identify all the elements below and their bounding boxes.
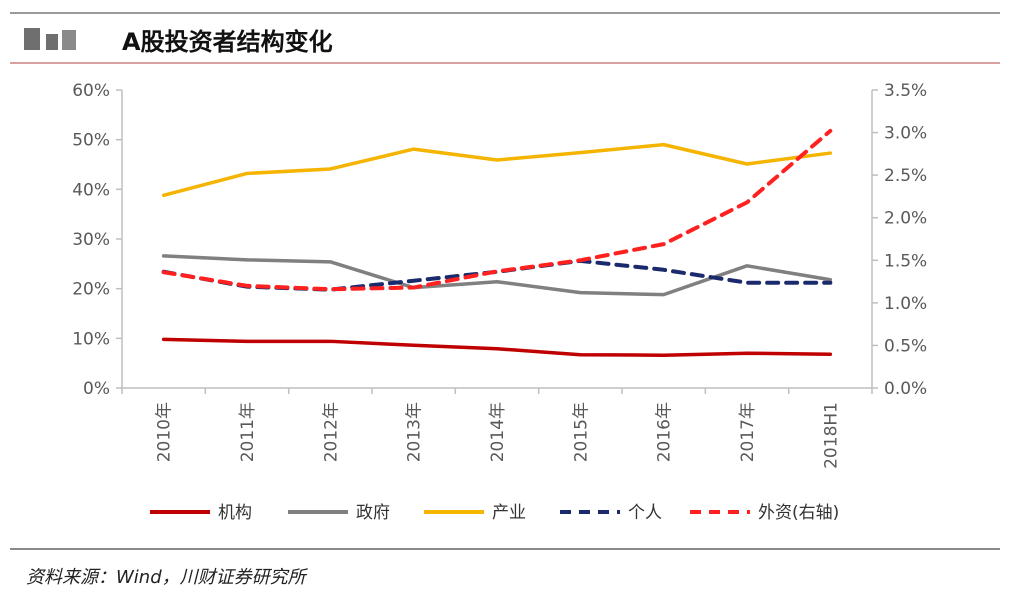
x-tick-label: 2010年	[155, 402, 175, 462]
x-tick-label: 2018H1	[821, 402, 841, 469]
line-chart: 0% 10% 20% 30% 40% 50% 60% 0.0% 0.5% 1.0% 1.5% 2.0%…	[72, 81, 927, 523]
y-left-tick-label: 60%	[72, 81, 110, 101]
y-right-tick-label: 0.0%	[884, 379, 927, 399]
x-tick-label: 2014年	[488, 402, 508, 462]
x-tick-label: 2016年	[655, 402, 675, 462]
x-tick-label: 2017年	[738, 402, 758, 462]
footer-rule	[10, 548, 1000, 550]
legend-label: 产业	[492, 503, 526, 523]
y-left-tick-label: 50%	[72, 131, 110, 151]
y-left-tick-label: 30%	[72, 230, 110, 250]
x-tick-label: 2011年	[238, 402, 258, 462]
chart-area: 0% 10% 20% 30% 40% 50% 60% 0.0% 0.5% 1.0% 1.5% 2.0%…	[0, 70, 1028, 550]
logo-icon	[24, 28, 84, 50]
legend-label: 机构	[218, 503, 252, 523]
series-line-机构	[161, 337, 833, 357]
y-left-tick-label: 0%	[83, 379, 110, 399]
legend-label: 政府	[356, 503, 390, 523]
y-left-tick-label: 20%	[72, 280, 110, 300]
report-header: A股投资者结构变化	[0, 0, 1028, 70]
header-top-rule	[10, 12, 1000, 14]
y-right-tick-label: 3.0%	[884, 124, 927, 144]
y-left-tick-label: 10%	[72, 329, 110, 349]
x-tick-label: 2015年	[571, 402, 591, 462]
x-tick-label: 2013年	[405, 402, 425, 462]
source-note: 资料来源：Wind，川财证券研究所	[26, 567, 306, 588]
y-right-tick-label: 1.5%	[884, 251, 927, 271]
y-right-tick-label: 0.5%	[884, 336, 927, 356]
header-bottom-rule	[10, 62, 1000, 64]
series-line-政府	[161, 254, 833, 297]
chart-title: A股投资者结构变化	[122, 28, 333, 56]
series-line-产业	[161, 142, 833, 198]
y-right-tick-label: 2.5%	[884, 166, 927, 186]
series-line-外资(右轴)	[161, 128, 833, 292]
legend-label: 外资(右轴)	[758, 503, 839, 523]
legend-label: 个人	[628, 503, 662, 523]
y-right-tick-label: 1.0%	[884, 294, 927, 314]
y-right-tick-label: 2.0%	[884, 209, 927, 229]
y-left-tick-label: 40%	[72, 180, 110, 200]
x-tick-label: 2012年	[321, 402, 341, 462]
y-right-tick-label: 3.5%	[884, 81, 927, 101]
